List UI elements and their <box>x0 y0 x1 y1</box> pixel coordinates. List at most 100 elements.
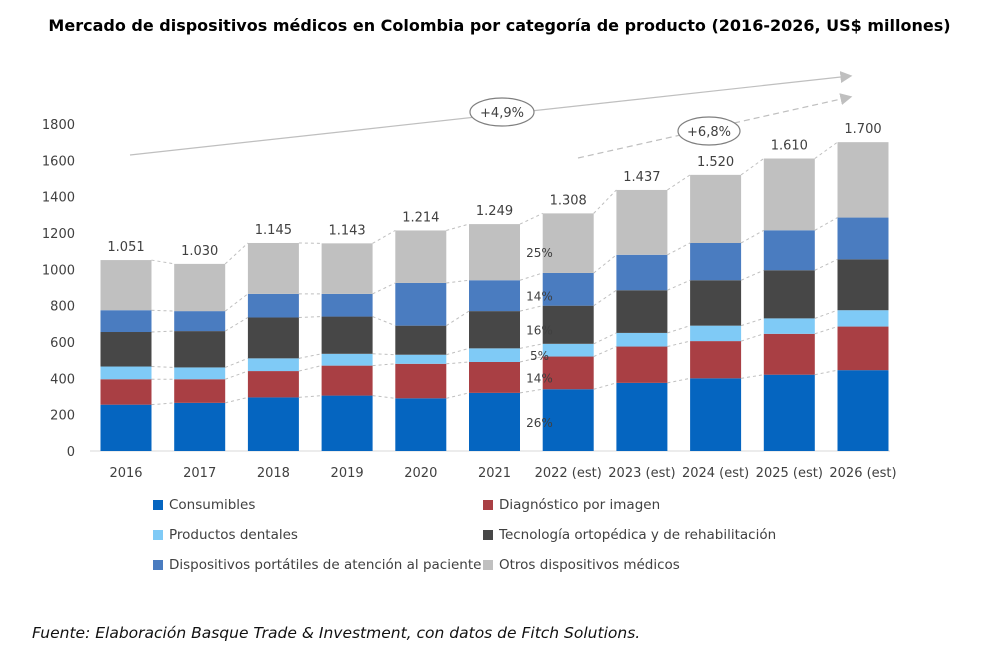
y-tick-label: 1000 <box>42 263 75 278</box>
bar-segment <box>616 189 668 255</box>
growth-arrow-projection <box>577 93 853 159</box>
legend-label: Dispositivos portátiles de atención al p… <box>169 557 482 573</box>
y-tick-label: 400 <box>50 372 75 387</box>
bar-segment <box>174 402 226 451</box>
legend-swatch <box>483 500 493 510</box>
y-tick-label: 0 <box>67 445 75 460</box>
x-tick-label: 2023 (est) <box>608 466 675 481</box>
share-label: 16% <box>526 324 553 338</box>
connector-line <box>519 356 543 363</box>
chart-title: Mercado de dispositivos médicos en Colom… <box>48 16 951 35</box>
bar-segment <box>247 242 299 294</box>
total-label: 1.145 <box>255 223 292 238</box>
connector-line <box>814 141 838 159</box>
bar-segment <box>321 395 373 451</box>
connector-line <box>667 340 691 348</box>
legend-label: Tecnología ortopédica y de rehabilitació… <box>499 527 777 543</box>
connector-line <box>593 346 617 357</box>
total-label: 1.051 <box>107 240 144 255</box>
source-note: Fuente: Elaboración Basque Trade & Inves… <box>32 624 641 642</box>
connector-line <box>151 366 175 368</box>
bar-segment <box>837 259 889 311</box>
connector-line <box>225 396 249 404</box>
total-label: 1.249 <box>476 204 513 219</box>
legend-item: Otros dispositivos médicos <box>483 557 680 573</box>
bar-segment <box>690 280 742 326</box>
bar-segment <box>469 392 520 451</box>
connector-line <box>372 363 396 367</box>
bar-segment <box>174 367 226 380</box>
connector-line <box>372 230 396 244</box>
connector-line <box>224 317 249 332</box>
connector-line <box>667 242 691 256</box>
connector-line <box>519 305 543 312</box>
bar-segment <box>100 366 152 380</box>
connector-line <box>741 374 764 379</box>
connector-line <box>740 317 764 327</box>
bar-segment <box>763 333 815 375</box>
bar-segment <box>469 361 520 393</box>
bar-segment <box>247 358 299 372</box>
connector-line <box>151 402 175 406</box>
y-tick-label: 800 <box>50 300 75 315</box>
connector-line <box>814 309 838 319</box>
legend-label: Otros dispositivos médicos <box>499 557 680 573</box>
bar-segment <box>469 311 520 349</box>
bar-segment <box>542 305 594 344</box>
bar-segment <box>542 272 594 306</box>
bar-segment <box>616 332 668 347</box>
legend: Consumibles Diagnóstico por imagen Product… <box>153 497 853 587</box>
connector-line <box>519 212 543 225</box>
connector-line <box>298 316 322 318</box>
connector-line <box>814 326 838 335</box>
connector-line <box>151 309 175 312</box>
bar-segment <box>690 325 742 342</box>
legend-item: Productos dentales <box>153 527 298 543</box>
x-tick-label: 2019 <box>331 466 364 481</box>
y-tick-label: 1400 <box>42 191 75 206</box>
share-label: 14% <box>526 371 553 385</box>
total-label: 1.030 <box>181 244 218 259</box>
connector-line <box>814 369 838 376</box>
connector-line <box>593 189 617 214</box>
x-tick-label: 2018 <box>257 466 290 481</box>
bar-segment <box>395 230 447 283</box>
bar-segment <box>616 254 668 291</box>
bar-segment <box>321 365 373 396</box>
bar-segment <box>469 224 520 281</box>
connector-line <box>740 269 765 281</box>
growth-label: +6,8% <box>687 125 731 140</box>
legend-item: Consumibles <box>153 497 255 513</box>
bar-segment <box>469 280 520 312</box>
connector-line <box>372 353 396 356</box>
connector-line <box>446 347 470 356</box>
connector-line <box>224 293 249 312</box>
bar-segment <box>837 326 889 371</box>
y-tick-label: 200 <box>50 409 75 424</box>
bar-segment <box>247 371 299 398</box>
y-tick-label: 1200 <box>42 227 75 242</box>
legend-label: Consumibles <box>169 497 256 513</box>
y-tick-label: 600 <box>50 336 75 351</box>
connector-line <box>740 229 765 244</box>
growth-label: +4,9% <box>480 106 524 121</box>
bar-segment <box>100 404 152 451</box>
x-tick-label: 2020 <box>404 466 437 481</box>
connector-line <box>814 258 838 271</box>
bar-segment <box>174 379 226 403</box>
legend-item: Tecnología ortopédica y de rehabilitació… <box>483 527 776 543</box>
bar-segment <box>616 382 668 451</box>
growth-ellipse <box>677 116 741 146</box>
total-label: 1.520 <box>697 155 734 170</box>
bar-segment <box>395 398 447 451</box>
connector-line <box>593 254 617 274</box>
x-tick-label: 2024 (est) <box>682 466 749 481</box>
bar-segment <box>690 242 742 281</box>
bar-segment <box>395 354 447 364</box>
share-label: 5% <box>530 349 549 363</box>
connector-line <box>224 242 249 265</box>
connector-line <box>593 382 617 390</box>
connector-line <box>151 259 175 265</box>
connector-line <box>519 388 543 394</box>
